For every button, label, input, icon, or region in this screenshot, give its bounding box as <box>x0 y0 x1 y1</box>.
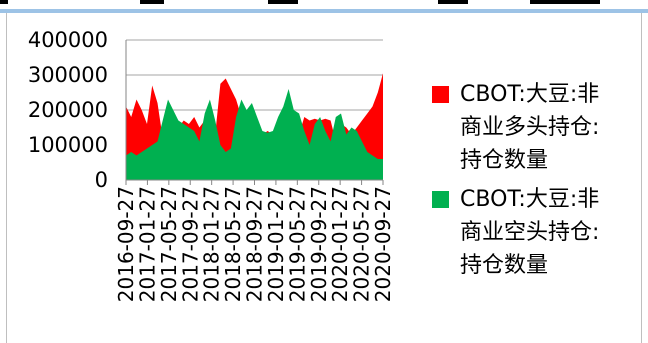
y-tick-label-0: 0 <box>95 168 108 192</box>
y-tick-label-2: 200000 <box>28 98 108 122</box>
x-tick-label-8: 2019-05-27 <box>285 186 309 302</box>
top-rule <box>0 9 648 13</box>
legend-item-short: CBOT:大豆:非 商业空头持仓: 持仓数量 <box>432 183 642 282</box>
y-tick-label-4: 400000 <box>28 28 108 52</box>
x-tick-label-9: 2019-09-27 <box>307 186 331 302</box>
tick-labels: 01000002000003000004000002016-09-272017-… <box>28 28 395 302</box>
x-tick-label-6: 2018-09-27 <box>243 186 267 302</box>
x-tick-label-5: 2018-05-27 <box>221 186 245 302</box>
x-tick-label-1: 2017-01-27 <box>135 186 159 302</box>
legend: CBOT:大豆:非 商业多头持仓: 持仓数量 CBOT:大豆:非 商业空头持仓:… <box>432 78 642 288</box>
chart-frame <box>6 13 642 343</box>
x-tick-label-7: 2019-01-27 <box>264 186 288 302</box>
series-area-1 <box>126 89 383 180</box>
x-tick-label-11: 2020-05-27 <box>350 186 374 302</box>
x-tick-label-0: 2016-09-27 <box>114 186 138 302</box>
top-strip <box>0 0 648 9</box>
y-tick-label-3: 300000 <box>28 63 108 87</box>
legend-label-short: CBOT:大豆:非 商业空头持仓: 持仓数量 <box>460 187 600 278</box>
x-tick-label-12: 2020-09-27 <box>371 186 395 302</box>
x-tick-label-3: 2017-09-27 <box>178 186 202 302</box>
x-tick-label-4: 2018-01-27 <box>200 186 224 302</box>
legend-item-long: CBOT:大豆:非 商业多头持仓: 持仓数量 <box>432 78 642 177</box>
legend-label-long: CBOT:大豆:非 商业多头持仓: 持仓数量 <box>460 82 600 173</box>
legend-swatch-short <box>432 191 449 208</box>
series-areas <box>126 73 383 180</box>
y-tick-label-1: 100000 <box>28 133 108 157</box>
legend-swatch-long <box>432 86 449 103</box>
axes <box>125 40 384 185</box>
x-tick-label-10: 2020-01-27 <box>328 186 352 302</box>
x-tick-label-2: 2017-05-27 <box>157 186 181 302</box>
